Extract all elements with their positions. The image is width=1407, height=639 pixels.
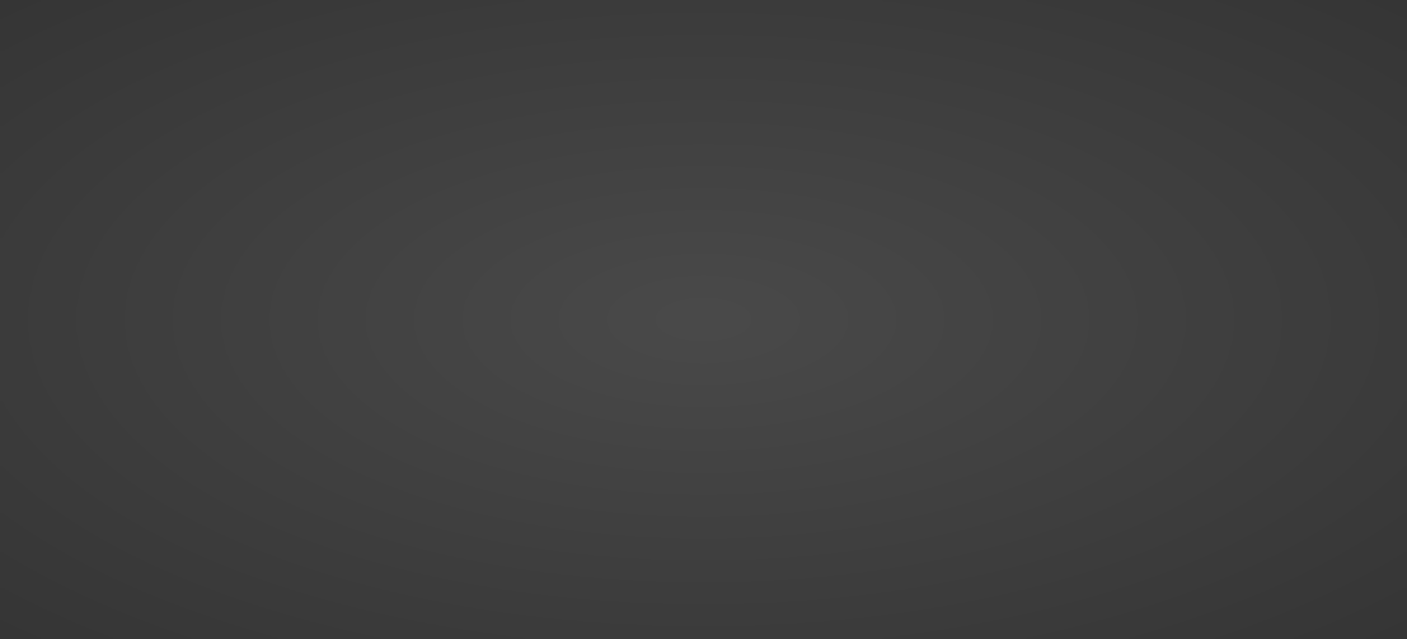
Bar <box>550 467 1006 512</box>
Bar <box>550 318 1120 363</box>
Bar <box>550 243 1234 288</box>
Bar <box>550 169 1348 214</box>
Text: Total, all occupations: 5.3%: Total, all occupations: 5.3% <box>758 145 1059 164</box>
Bar <box>550 542 915 587</box>
Title: Projected percent employment change, 2021–31: Projected percent employment change, 202… <box>516 14 1407 47</box>
Bar <box>550 392 1029 437</box>
